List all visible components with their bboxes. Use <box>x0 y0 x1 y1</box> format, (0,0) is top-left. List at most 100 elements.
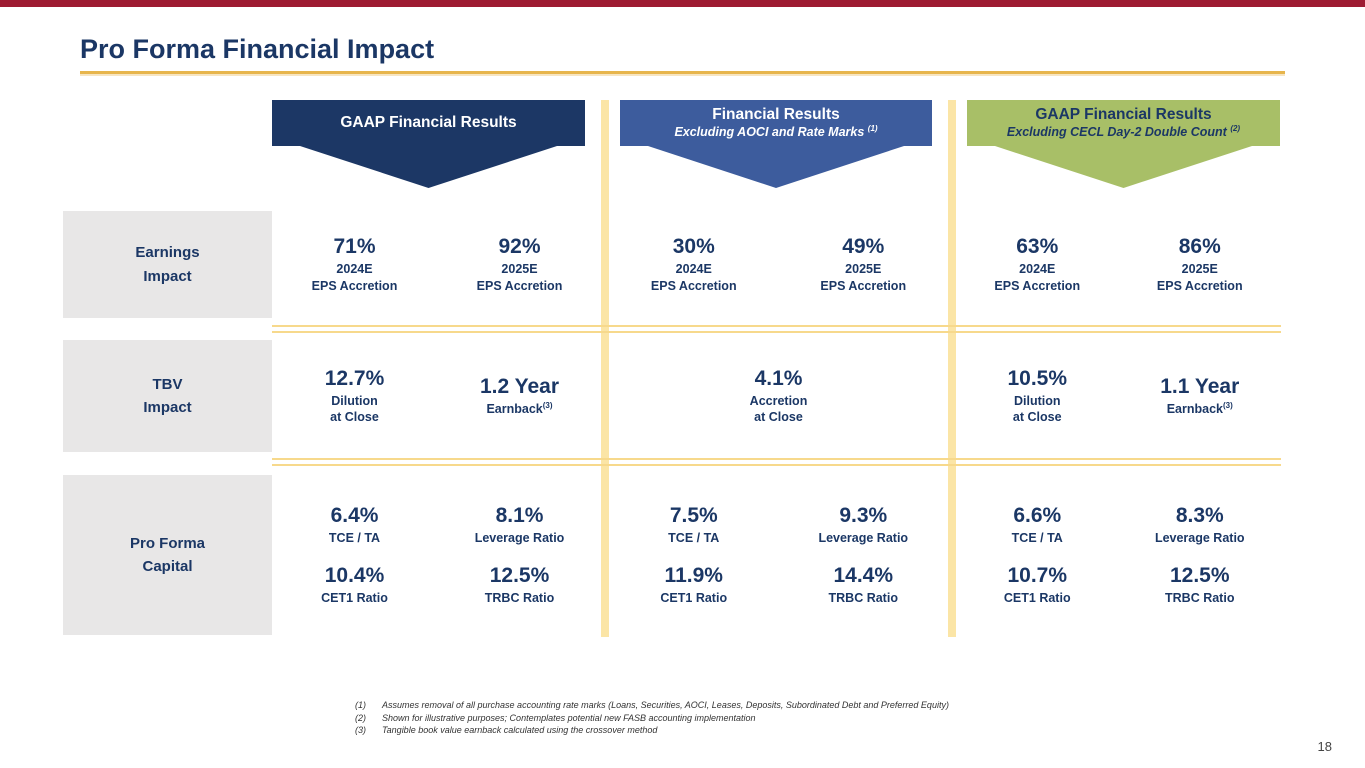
banner-excl-aoci-subtitle-text: Excluding AOCI and Rate Marks <box>674 125 868 140</box>
row-separator-1b <box>272 331 1281 333</box>
metric-label: Dilution at Close <box>1012 393 1062 425</box>
metric-label: TRBC Ratio <box>828 591 898 606</box>
banner-excl-aoci-results: Financial Results Excluding AOCI and Rat… <box>620 100 932 146</box>
metric-label: TCE / TA <box>1011 530 1063 545</box>
footnote-number: (3) <box>355 725 366 736</box>
footnote-1: (1) Assumes removal of all purchase acco… <box>355 699 949 712</box>
row-label-tbv-impact: TBV Impact <box>63 340 272 452</box>
metric-value: 11.9% <box>664 564 723 587</box>
metric-label: CET1 Ratio <box>660 591 728 606</box>
metric-cell: 12.7% Dilution at Close <box>272 367 437 426</box>
metric-value: 1.1 Year <box>1160 374 1240 398</box>
metric-cell: 1.2 Year Earnback(3) <box>437 375 602 418</box>
metric-value: 14.4% <box>833 564 894 587</box>
metric-cell: 6.4% TCE / TA <box>272 504 437 546</box>
row-separator-2a <box>272 458 1281 460</box>
capital-excl-cecl-group: 6.6% TCE / TA 8.3% Leverage Ratio 10.7% … <box>956 475 1281 635</box>
metric-cell: 12.5% TRBC Ratio <box>1119 564 1282 606</box>
metric-value: 8.3% <box>1175 503 1224 527</box>
footnote-ref-3: (3) <box>542 400 553 410</box>
metric-cell: 9.3% Leverage Ratio <box>779 504 949 546</box>
metric-value: 10.5% <box>1007 366 1068 390</box>
metric-cell: 8.3% Leverage Ratio <box>1119 504 1282 546</box>
metric-label-text: Earnback <box>486 402 543 416</box>
metric-cell: 12.5% TRBC Ratio <box>437 564 602 606</box>
footnote-text: Shown for illustrative purposes; Contemp… <box>382 712 756 723</box>
footnote-ref-2: (2) <box>1230 124 1241 134</box>
metric-cell: 10.5% Dilution at Close <box>956 367 1119 426</box>
top-accent-bar <box>0 0 1365 7</box>
title-underline <box>80 71 1285 74</box>
metric-value: 12.5% <box>1169 564 1230 587</box>
footnote-3: (3) Tangible book value earnback calcula… <box>355 724 949 737</box>
metric-cell: 1.1 Year Earnback(3) <box>1119 375 1282 418</box>
footnote-2: (2) Shown for illustrative purposes; Con… <box>355 712 949 725</box>
metric-cell: 11.9% CET1 Ratio <box>609 564 779 606</box>
metric-label: CET1 Ratio <box>1003 591 1071 606</box>
metric-label: 2025E EPS Accretion <box>1156 262 1243 293</box>
metric-cell: 4.1% Accretion at Close <box>609 367 948 426</box>
page-number: 18 <box>1317 739 1332 754</box>
metric-label: TCE / TA <box>328 530 381 545</box>
metric-label: 2024E EPS Accretion <box>311 262 398 293</box>
metric-label: Leverage Ratio <box>818 530 909 545</box>
metric-cell: 10.7% CET1 Ratio <box>956 564 1119 606</box>
metric-cell: 7.5% TCE / TA <box>609 504 779 546</box>
metric-value: 1.2 Year <box>479 374 560 398</box>
metric-label: 2025E EPS Accretion <box>476 262 563 293</box>
metric-label: Dilution at Close <box>330 393 379 425</box>
banner-excl-cecl-results: GAAP Financial Results Excluding CECL Da… <box>967 100 1280 146</box>
metric-cell: 30% 2024E EPS Accretion <box>609 235 779 294</box>
tbv-excl-cecl-group: 10.5% Dilution at Close 1.1 Year Earnbac… <box>956 340 1281 452</box>
metric-cell: 14.4% TRBC Ratio <box>779 564 949 606</box>
metric-cell: 86% 2025E EPS Accretion <box>1119 235 1282 294</box>
metric-value: 92% <box>498 235 541 259</box>
metric-cell: 63% 2024E EPS Accretion <box>956 235 1119 294</box>
metric-label: 2024E EPS Accretion <box>994 262 1081 293</box>
earnings-excl-cecl-group: 63% 2024E EPS Accretion 86% 2025E EPS Ac… <box>956 211 1281 318</box>
metric-value: 63% <box>1016 235 1059 259</box>
row-separator-1a <box>272 325 1281 327</box>
metric-value: 86% <box>1178 235 1221 259</box>
metric-label: Accretion at Close <box>749 393 808 425</box>
banner-gaap-results: GAAP Financial Results <box>272 100 585 146</box>
metric-value: 8.1% <box>495 503 544 527</box>
metric-label: Earnback(3) <box>486 401 552 417</box>
tbv-excl-aoci-group: 4.1% Accretion at Close <box>609 340 948 452</box>
metric-value: 10.4% <box>324 564 385 587</box>
metric-value: 7.5% <box>669 503 718 527</box>
metric-label: Leverage Ratio <box>1154 530 1245 545</box>
metric-label: 2025E EPS Accretion <box>820 262 907 293</box>
column-separator-1 <box>601 100 609 637</box>
row-label-pro-forma-capital: Pro Forma Capital <box>63 475 272 635</box>
metric-value: 12.7% <box>324 366 385 390</box>
banner-excl-aoci-title: Financial Results <box>712 105 840 123</box>
metric-value: 12.5% <box>489 564 550 587</box>
banner-gaap-arrow-icon <box>300 146 557 188</box>
metric-value: 30% <box>672 235 715 259</box>
column-separator-2 <box>948 100 956 637</box>
metric-label: TCE / TA <box>668 530 720 545</box>
metric-value: 4.1% <box>754 366 803 390</box>
banner-gaap-title: GAAP Financial Results <box>340 114 517 132</box>
metric-label: CET1 Ratio <box>321 591 388 606</box>
metric-cell: 49% 2025E EPS Accretion <box>779 235 949 294</box>
banner-excl-aoci-subtitle: Excluding AOCI and Rate Marks (1) <box>674 124 877 141</box>
metric-label: Leverage Ratio <box>474 530 565 545</box>
footnote-ref-1: (1) <box>867 124 878 134</box>
metric-cell: 10.4% CET1 Ratio <box>272 564 437 606</box>
metric-value: 6.4% <box>330 503 379 527</box>
metric-value: 10.7% <box>1007 564 1068 587</box>
banner-excl-cecl-arrow-icon <box>995 146 1252 188</box>
footnote-number: (2) <box>355 712 366 723</box>
metric-value: 49% <box>842 235 885 259</box>
row-label-earnings-impact: Earnings Impact <box>63 211 272 318</box>
banner-excl-cecl-subtitle-text: Excluding CECL Day-2 Double Count <box>1006 125 1231 140</box>
earnings-excl-aoci-group: 30% 2024E EPS Accretion 49% 2025E EPS Ac… <box>609 211 948 318</box>
metric-value: 71% <box>333 235 376 259</box>
metric-label: TRBC Ratio <box>484 591 555 606</box>
capital-gaap-group: 6.4% TCE / TA 8.1% Leverage Ratio 10.4% … <box>272 475 602 635</box>
page-title: Pro Forma Financial Impact <box>80 34 435 64</box>
banner-excl-cecl-title: GAAP Financial Results <box>1035 105 1212 123</box>
